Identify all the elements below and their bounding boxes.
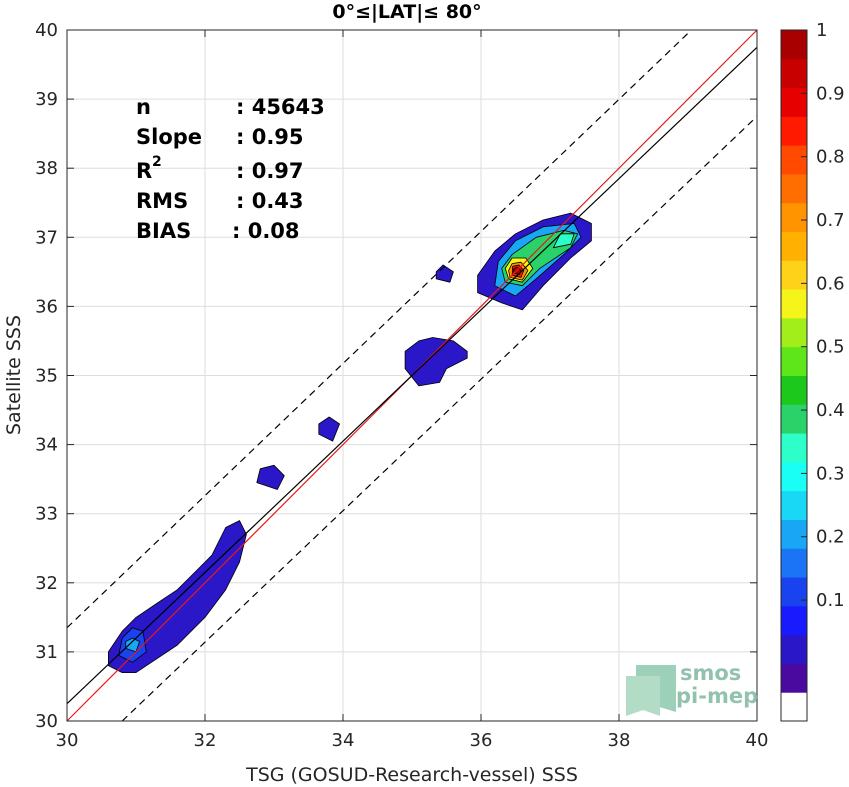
y-tick-label: 39 xyxy=(35,89,58,110)
logo-text-top: smos xyxy=(680,661,741,685)
stat-rms-label: RMS xyxy=(136,189,188,213)
colorbar-swatch xyxy=(781,404,807,434)
colorbar-swatch xyxy=(781,145,807,175)
stats-box: n : 45643 Slope : 0.95 R 2 : 0.97 RMS : … xyxy=(136,95,325,243)
logo-text-bottom: pi-mep xyxy=(676,684,758,708)
y-tick-label: 37 xyxy=(35,227,58,248)
colorbar-swatch xyxy=(781,490,807,520)
x-axis-ticks: 30 32 34 36 38 40 xyxy=(56,30,769,751)
colorbar-swatch xyxy=(781,433,807,463)
density-region xyxy=(318,416,341,442)
colorbar-swatch xyxy=(781,577,807,607)
colorbar-label: 0.9 xyxy=(816,83,845,104)
x-tick-label: 40 xyxy=(746,730,769,751)
x-tick-label: 34 xyxy=(332,730,355,751)
colorbar xyxy=(781,30,807,722)
colorbar-ticks: 1 0.9 0.8 0.7 0.6 0.5 0.4 0.3 0.2 0.1 xyxy=(801,20,845,611)
colorbar-swatch xyxy=(781,375,807,405)
density-region xyxy=(435,264,454,283)
colorbar-swatch xyxy=(781,461,807,492)
colorbar-swatch xyxy=(781,548,807,578)
density-contours xyxy=(108,212,592,673)
logo-mark-front xyxy=(626,676,660,716)
colorbar-label: 0.6 xyxy=(816,273,845,294)
stat-n-value: : 45643 xyxy=(236,95,325,119)
colorbar-label: 0.7 xyxy=(816,210,845,231)
x-axis-title: TSG (GOSUD-Research-vessel) SSS xyxy=(245,764,578,786)
colorbar-swatch xyxy=(781,202,807,233)
colorbar-swatch xyxy=(781,289,807,319)
lower-bound-line xyxy=(121,115,758,722)
colorbar-swatch xyxy=(781,58,807,89)
x-tick-label: 38 xyxy=(608,730,631,751)
colorbar-label: 0.4 xyxy=(816,400,845,421)
x-tick-label: 36 xyxy=(470,730,493,751)
upper-bound-line xyxy=(66,29,692,629)
colorbar-swatch xyxy=(781,317,807,348)
x-tick-label: 30 xyxy=(56,730,79,751)
colorbar-swatch xyxy=(781,116,807,146)
colorbar-label: 0.8 xyxy=(816,147,845,168)
density-region xyxy=(553,233,575,249)
y-tick-label: 30 xyxy=(35,711,58,732)
colorbar-swatch xyxy=(781,519,807,549)
colorbar-swatch xyxy=(781,346,807,376)
colorbar-swatch xyxy=(781,663,807,693)
colorbar-swatch xyxy=(781,605,807,636)
density-region xyxy=(404,337,468,387)
stat-bias-label: BIAS xyxy=(136,219,191,243)
colorbar-label: 0.2 xyxy=(816,527,845,548)
y-tick-label: 33 xyxy=(35,504,58,525)
y-tick-label: 35 xyxy=(35,366,58,387)
density-region xyxy=(256,464,285,490)
y-tick-label: 38 xyxy=(35,158,58,179)
colorbar-label: 0.5 xyxy=(816,337,845,358)
density-region xyxy=(125,637,140,653)
stat-slope-label: Slope xyxy=(136,125,202,149)
y-tick-label: 31 xyxy=(35,642,58,663)
stat-bias-value: : 0.08 xyxy=(232,219,300,243)
colorbar-swatch xyxy=(781,634,807,664)
y-tick-label: 40 xyxy=(35,20,58,41)
smos-pimep-logo: smos pi-mep xyxy=(626,661,758,716)
colorbar-swatch xyxy=(781,173,807,204)
stat-r2-value: : 0.97 xyxy=(236,159,304,183)
stat-rms-value: : 0.43 xyxy=(236,189,304,213)
colorbar-label: 1 xyxy=(816,20,827,41)
x-tick-label: 32 xyxy=(194,730,217,751)
chart-title: 0°≤|LAT|≤ 80° xyxy=(332,1,481,23)
colorbar-frame xyxy=(780,29,808,722)
reference-lines xyxy=(66,29,758,722)
y-axis-ticks: 30 31 32 33 34 35 36 37 38 39 40 xyxy=(35,20,757,732)
colorbar-swatch xyxy=(781,692,807,722)
y-tick-label: 36 xyxy=(35,296,58,317)
stat-slope-value: : 0.95 xyxy=(236,125,304,149)
colorbar-swatch xyxy=(781,30,807,60)
regression-line xyxy=(66,46,758,705)
stat-r2-label: R xyxy=(136,159,152,183)
colorbar-label: 0.1 xyxy=(816,590,845,611)
colorbar-label: 0.3 xyxy=(816,463,845,484)
colorbar-swatch xyxy=(781,87,807,117)
colorbar-swatch xyxy=(781,260,807,290)
y-tick-label: 34 xyxy=(35,435,58,456)
colorbar-swatch xyxy=(781,231,807,261)
y-axis-title: Satellite SSS xyxy=(3,315,25,435)
y-tick-label: 32 xyxy=(35,573,58,594)
stat-n-label: n xyxy=(136,95,151,119)
stat-r2-superscript: 2 xyxy=(152,154,162,170)
